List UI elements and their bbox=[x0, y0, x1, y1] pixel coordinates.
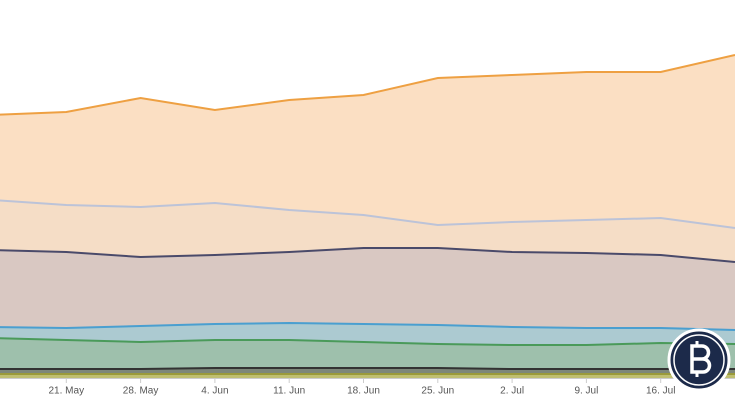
x-tick-label: 11. Jun bbox=[273, 386, 305, 397]
logo-symbol bbox=[690, 344, 712, 374]
x-tick-label: 18. Jun bbox=[347, 386, 380, 397]
series-line bbox=[0, 199, 735, 229]
x-tick-label: 21. May bbox=[49, 386, 85, 397]
area bbox=[0, 55, 735, 228]
plot bbox=[0, 54, 735, 378]
area bbox=[0, 248, 735, 330]
x-tick-label: 9. Jul bbox=[574, 386, 598, 397]
series-line bbox=[0, 54, 735, 116]
x-tick-label: 25. Jun bbox=[421, 386, 454, 397]
logo bbox=[667, 328, 731, 392]
x-tick-label: 2. Jul bbox=[500, 386, 524, 397]
series-line bbox=[0, 321, 735, 331]
x-tick-label: 4. Jun bbox=[201, 386, 228, 397]
logo-ring bbox=[673, 334, 725, 386]
x-tick-label: 28. May bbox=[123, 386, 159, 397]
series-line bbox=[0, 337, 735, 346]
area bbox=[0, 200, 735, 262]
series-line bbox=[0, 247, 735, 263]
series-line bbox=[0, 367, 735, 370]
x-tick-label: 16. Jul bbox=[646, 386, 675, 397]
